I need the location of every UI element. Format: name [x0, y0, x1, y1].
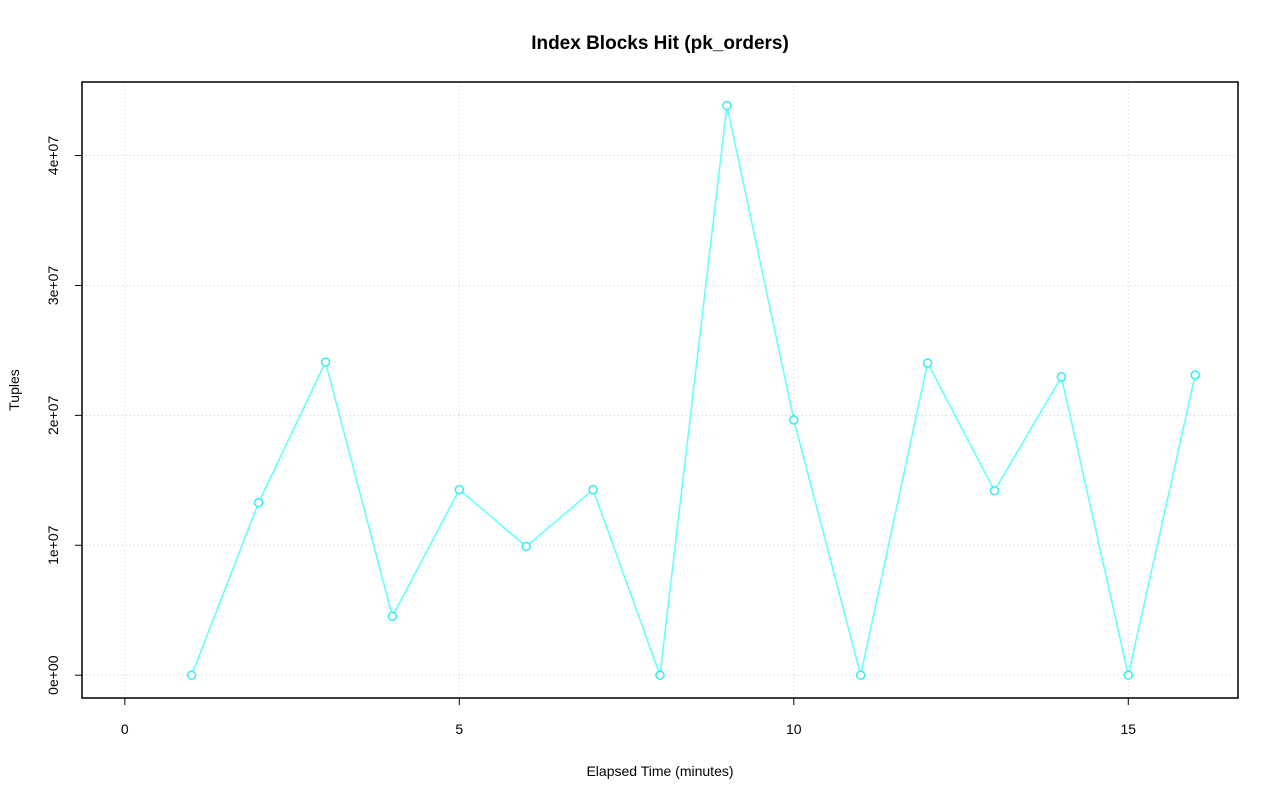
- x-axis-label: Elapsed Time (minutes): [586, 763, 733, 779]
- data-point: [454, 484, 465, 495]
- chart-title: Index Blocks Hit (pk_orders): [531, 33, 789, 54]
- y-tick-label: 1e+07: [45, 525, 61, 565]
- data-point: [320, 357, 331, 367]
- data-point: [722, 100, 732, 111]
- data-point: [186, 670, 197, 680]
- x-tick-label: 10: [786, 721, 802, 737]
- y-tick-label: 2e+07: [45, 395, 61, 435]
- grid: [82, 82, 1238, 698]
- data-point: [1123, 670, 1134, 680]
- data-point: [588, 484, 598, 495]
- data-point: [655, 670, 665, 680]
- y-tick-label: 4e+07: [45, 136, 61, 176]
- data-point: [387, 611, 398, 622]
- x-tick-label: 0: [121, 721, 129, 737]
- y-tick-label: 0e+00: [45, 655, 61, 695]
- data-point: [1056, 372, 1067, 382]
- data-point: [253, 497, 264, 508]
- data-point: [855, 670, 866, 680]
- x-tick-label: 15: [1120, 721, 1136, 737]
- y-axis-label: Tuples: [6, 369, 22, 411]
- plot-area: [186, 100, 1200, 680]
- data-point: [922, 358, 933, 368]
- plot-frame: [81, 81, 1239, 699]
- data-point: [1190, 370, 1200, 380]
- data-point: [521, 541, 531, 552]
- data-point: [989, 485, 1000, 496]
- y-tick-label: 3e+07: [45, 266, 61, 306]
- data-line: [190, 105, 1196, 676]
- x-tick-label: 5: [455, 721, 463, 737]
- data-point: [789, 415, 799, 425]
